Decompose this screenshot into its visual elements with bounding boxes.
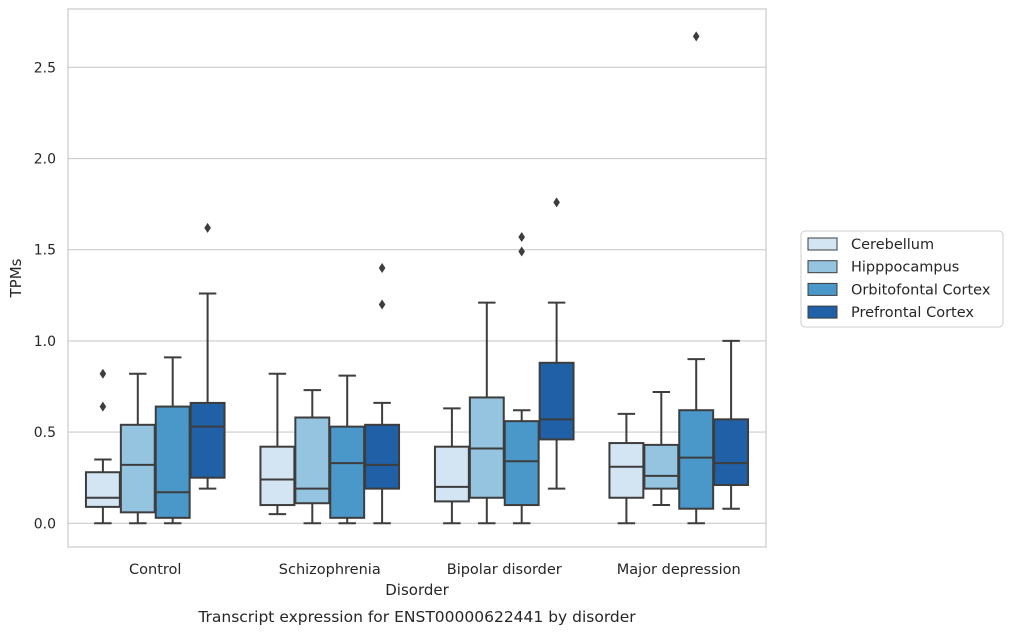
iqr-box: [538, 361, 575, 441]
iqr-box: [364, 423, 401, 490]
legend-swatch: [807, 260, 838, 274]
outlier-point: [99, 401, 107, 412]
box-group: [643, 390, 680, 507]
y-tick-labels: 0.0 0.5 1.0 1.5 2.0 2.5: [34, 60, 56, 532]
x-axis-label: Disorder: [385, 581, 449, 599]
box-group: [433, 407, 470, 525]
y-tick-label: 1.5: [34, 243, 56, 259]
box-group: [329, 374, 366, 525]
box-group: [154, 356, 191, 525]
outlier-point: [692, 31, 700, 42]
iqr-box: [119, 423, 156, 514]
iqr-box: [189, 401, 226, 479]
x-tick-label: Major depression: [617, 562, 741, 578]
y-tick-label: 0.0: [34, 516, 56, 532]
legend-label: Prefrontal Cortex: [851, 305, 974, 321]
iqr-box: [678, 409, 715, 510]
y-tick-label: 2.0: [34, 152, 56, 168]
box-group: [608, 412, 645, 525]
y-tick-label: 1.0: [34, 334, 56, 350]
legend-swatch: [807, 282, 838, 296]
box-group: [678, 31, 715, 525]
iqr-box: [608, 442, 645, 499]
legend-label: Cerebellum: [851, 237, 934, 253]
outlier-point: [99, 368, 107, 379]
x-tick-labels: Control Schizophrenia Bipolar disorder Majo…: [129, 562, 741, 578]
plot-frame: [67, 8, 767, 548]
iqr-box: [713, 418, 750, 486]
y-axis-label: TPMs: [7, 258, 25, 298]
box-group: [503, 231, 540, 525]
iqr-box: [259, 445, 296, 507]
boxes: [84, 31, 750, 525]
chart-caption: Transcript expression for ENST0000062244…: [197, 608, 636, 626]
box-group: [538, 197, 575, 490]
iqr-box: [329, 425, 366, 519]
box-group: [119, 372, 156, 525]
iqr-box: [154, 405, 191, 519]
outlier-point: [553, 197, 560, 208]
y-tick-label: 0.5: [34, 425, 56, 441]
box-group: [84, 368, 121, 525]
box-group: [468, 301, 505, 525]
outlier-point: [204, 222, 211, 233]
box-group: [713, 339, 750, 510]
legend-label: Orbitofontal Cortex: [851, 282, 991, 298]
legend-swatch: [807, 237, 838, 251]
x-tick-label: Control: [129, 562, 181, 578]
box-group: [259, 372, 296, 516]
box-group: [294, 389, 331, 525]
legend: Cerebellum Hipppocampus Orbitofontal Corte…: [800, 230, 1004, 328]
outlier-point: [378, 262, 386, 273]
iqr-box: [84, 471, 121, 508]
iqr-box: [433, 445, 470, 503]
legend-swatch: [807, 305, 838, 319]
outlier-point: [518, 246, 525, 257]
x-tick-label: Schizophrenia: [279, 562, 381, 578]
legend-label: Hipppocampus: [851, 260, 959, 276]
x-tick-label: Bipolar disorder: [447, 562, 562, 578]
y-tick-label: 2.5: [34, 60, 56, 76]
legend-frame: [800, 230, 1004, 328]
iqr-box: [503, 420, 540, 507]
iqr-box: [294, 416, 331, 505]
outlier-point: [378, 299, 386, 310]
outlier-point: [518, 231, 525, 242]
box-group: [189, 222, 226, 490]
iqr-box: [643, 443, 680, 490]
box-group: [364, 262, 401, 525]
